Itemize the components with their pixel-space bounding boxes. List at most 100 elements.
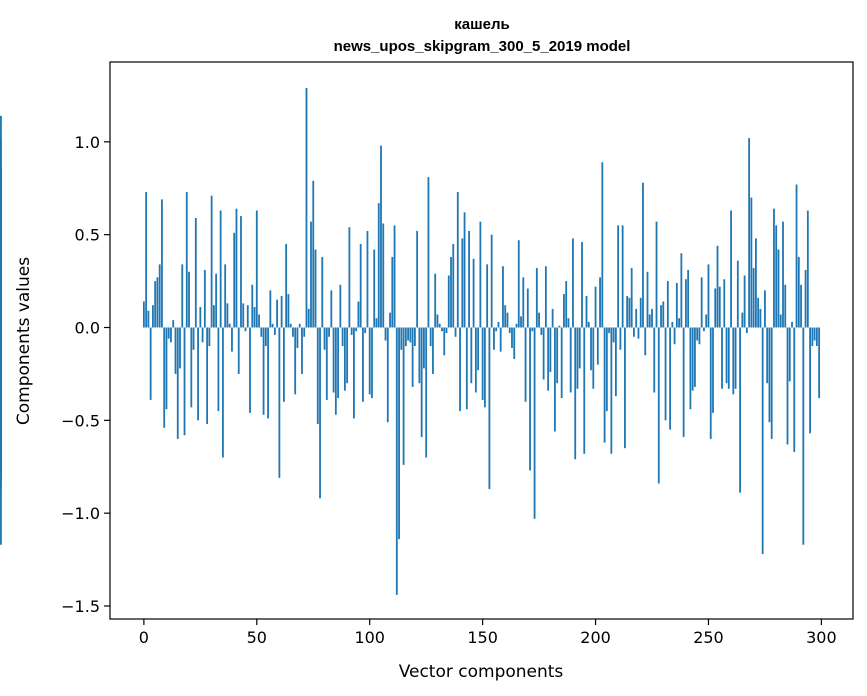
bar-component-53 [262, 327, 265, 415]
bar-component-233 [669, 327, 671, 430]
bar-component-240 [684, 279, 687, 328]
bar-component-118 [409, 327, 412, 343]
bar-component-138 [454, 327, 457, 337]
y-tick-label: −1.5 [61, 597, 100, 616]
y-tick-label: −1.0 [61, 504, 100, 523]
bar-component-90 [346, 327, 349, 384]
bar-component-159 [502, 266, 504, 328]
bar-component-130 [436, 314, 439, 328]
plot-frame [109, 61, 854, 620]
bar-component-181 [551, 308, 554, 328]
bar-component-203 [601, 162, 604, 328]
bar-component-100 [368, 327, 371, 395]
bar-component-33 [217, 327, 220, 412]
bar-component-293 [804, 269, 807, 328]
bar-component-106 [382, 223, 385, 328]
bar-component-51 [258, 314, 260, 328]
bar-component-274 [761, 327, 764, 555]
y-tick-label: 0.0 [75, 319, 100, 338]
bar-component-112 [395, 327, 398, 595]
bar-component-71 [303, 327, 306, 337]
bar-component-185 [560, 327, 563, 399]
bar-component-222 [644, 327, 647, 356]
bar-component-199 [592, 327, 595, 389]
bar-component-277 [768, 327, 771, 423]
bar-component-105 [380, 145, 382, 328]
bar-component-79 [321, 256, 324, 328]
bar-component-271 [754, 238, 757, 328]
bar-component-297 [813, 327, 816, 341]
bar-component-254 [716, 245, 719, 328]
bar-component-61 [280, 295, 283, 328]
bar-component-189 [569, 327, 572, 393]
bar-component-1 [145, 191, 148, 328]
bar-component-41 [235, 208, 238, 328]
bar-component-216 [630, 268, 633, 328]
bar-component-155 [493, 327, 495, 350]
bar-component-153 [488, 327, 491, 490]
x-tick-label: 300 [806, 628, 837, 647]
bar-component-60 [278, 327, 281, 478]
bar-component-174 [535, 268, 538, 328]
bar-component-93 [353, 327, 355, 419]
bar-component-299 [818, 327, 821, 399]
bar-component-214 [626, 295, 629, 328]
bar-component-172 [531, 327, 534, 332]
bar-component-26 [201, 327, 204, 343]
bar-component-9 [163, 327, 166, 428]
bar-component-204 [603, 327, 606, 443]
bar-component-267 [745, 327, 748, 334]
bar-component-134 [445, 327, 448, 334]
bar-component-86 [337, 327, 339, 399]
bar-component-38 [228, 323, 231, 328]
bar-component-57 [271, 323, 274, 328]
bar-component-190 [572, 238, 574, 328]
bar-component-290 [797, 256, 800, 328]
bar-component-289 [795, 184, 798, 328]
bar-component-265 [741, 312, 744, 328]
bar-component-49 [253, 307, 256, 328]
bar-component-133 [443, 327, 446, 356]
bar-component-287 [791, 321, 793, 328]
bar-component-154 [490, 234, 493, 328]
bar-component-260 [730, 210, 732, 328]
bar-component-18 [183, 327, 186, 436]
x-tick-label: 250 [693, 628, 724, 647]
x-tick-label: 0 [139, 628, 149, 647]
bar-component-171 [529, 327, 531, 471]
bar-component-200 [594, 286, 597, 328]
bar-component-104 [377, 203, 380, 328]
bar-component-191 [574, 327, 577, 460]
bar-component-103 [375, 318, 378, 328]
bars-group [0, 87, 821, 595]
bar-component-266 [743, 275, 746, 328]
bar-component-46 [246, 305, 249, 328]
bar-component-129 [434, 273, 437, 328]
bar-component-145 [470, 327, 473, 384]
bar-component-184 [558, 325, 561, 328]
bar-component-82 [328, 327, 330, 337]
bar-component-170 [526, 288, 529, 328]
bar-component-52 [260, 327, 263, 337]
bar-component-123 [420, 327, 423, 438]
bar-component-283 [782, 221, 784, 328]
bar-component-121 [416, 230, 419, 328]
bar-component-227 [655, 221, 658, 328]
bar-component-241 [687, 269, 690, 328]
bar-component-263 [736, 260, 739, 328]
bar-component-96 [359, 243, 362, 328]
bar-component-99 [366, 230, 369, 328]
bar-component-237 [678, 318, 681, 328]
bar-component-91 [348, 227, 351, 328]
bar-component-201 [596, 327, 599, 365]
bar-component-147 [474, 327, 477, 393]
bar-component-108 [386, 327, 389, 423]
x-tick-label: 200 [580, 628, 611, 647]
bar-component-195 [583, 327, 586, 454]
bar-component-142 [463, 212, 466, 328]
bar-component-292 [802, 327, 805, 545]
bar-component-197 [587, 321, 590, 328]
bar-component-226 [653, 327, 656, 393]
bar-component-76 [314, 249, 317, 328]
bar-component-224 [648, 314, 651, 328]
